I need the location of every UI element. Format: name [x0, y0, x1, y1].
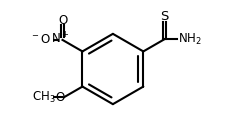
Text: S: S	[160, 10, 169, 23]
Text: $^-$O: $^-$O	[30, 33, 52, 46]
Text: CH$_3$: CH$_3$	[32, 90, 56, 105]
Text: O: O	[58, 14, 67, 27]
Text: O: O	[56, 91, 65, 104]
Text: NH$_2$: NH$_2$	[178, 32, 202, 47]
Text: N$^+$: N$^+$	[51, 31, 70, 47]
